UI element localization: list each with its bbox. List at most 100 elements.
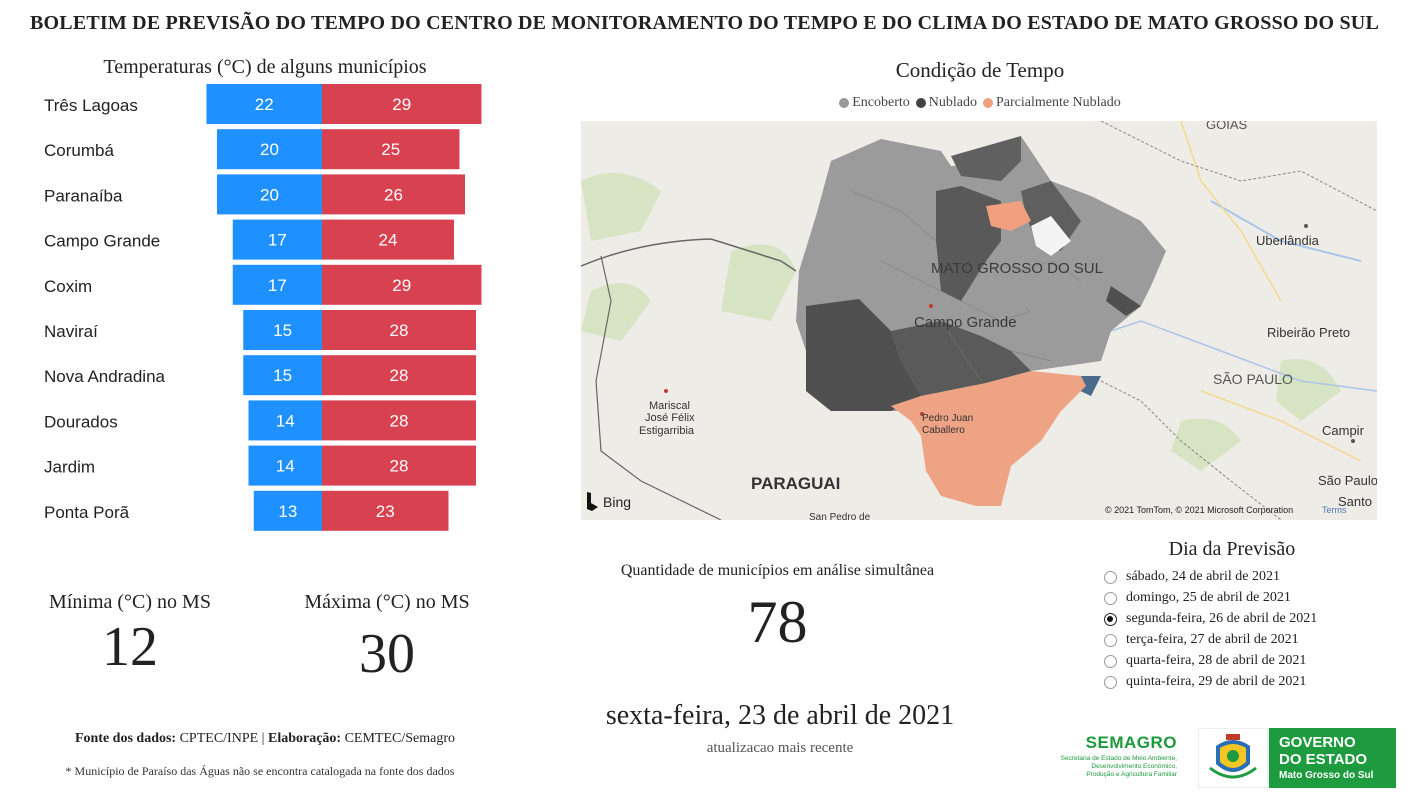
- min-temp-data-label: 17: [268, 276, 287, 295]
- max-temp-data-label: 29: [392, 276, 411, 295]
- max-temp-data-label: 28: [390, 321, 409, 340]
- page-title: BOLETIM DE PREVISÃO DO TEMPO DO CENTRO D…: [30, 12, 1379, 34]
- max-temp-bar[interactable]: [322, 174, 465, 215]
- forecast-day-option[interactable]: domingo, 25 de abril de 2021: [1104, 590, 1291, 606]
- forecast-day-label: terça-feira, 27 de abril de 2021: [1126, 632, 1299, 647]
- max-temp-bar[interactable]: [322, 129, 460, 170]
- max-temp-label: Máxima (°C) no MS: [304, 591, 470, 613]
- semagro-description: Secretaria de Estado de Meio Ambiente, D…: [1037, 755, 1177, 779]
- forecast-day-option[interactable]: sábado, 24 de abril de 2021: [1104, 569, 1280, 585]
- region-nublado: [1106, 286, 1141, 316]
- min-temp-bar[interactable]: [243, 310, 322, 350]
- footnote: * Município de Paraíso das Águas não se …: [65, 764, 455, 778]
- radio-unchecked-icon[interactable]: [1104, 675, 1117, 689]
- map-title: Condição de Tempo: [895, 58, 1065, 82]
- min-temp-bar[interactable]: [253, 490, 322, 531]
- map-border: [1100, 121, 1377, 212]
- radio-unchecked-icon[interactable]: [1104, 654, 1117, 668]
- min-temp-label: Mínima (°C) no MS: [49, 591, 211, 613]
- max-temp-bar[interactable]: [322, 355, 476, 396]
- map-label-san-pedro: San Pedro de: [809, 512, 871, 520]
- radio-unchecked-icon[interactable]: [1104, 570, 1117, 584]
- map-label-uberlandia: Uberlândia: [1256, 233, 1320, 248]
- max-temp-data-label: 25: [381, 140, 400, 159]
- city-marker: [929, 304, 933, 308]
- min-temp-bar[interactable]: [206, 84, 323, 124]
- max-temp-bar[interactable]: [322, 264, 482, 305]
- map-label-sao-paulo-state: SÃO PAULO: [1213, 371, 1293, 387]
- min-temp-value: 12: [102, 616, 158, 678]
- forecast-day-option[interactable]: segunda-feira, 26 de abril de 2021: [1104, 611, 1317, 627]
- max-temp-bar[interactable]: [322, 400, 476, 441]
- gov-line: Mato Grosso do Sul: [1279, 770, 1374, 781]
- min-temp-bar[interactable]: [248, 400, 323, 441]
- category-label: Três Lagoas: [44, 96, 138, 115]
- min-temp-data-label: 20: [260, 140, 279, 159]
- elaboration-label: Elaboração:: [267, 731, 342, 746]
- map-label-santos: Santo: [1338, 494, 1372, 509]
- min-temp-data-label: 17: [268, 231, 287, 250]
- max-temp-data-label: 26: [384, 185, 403, 204]
- max-temp-data-label: 29: [392, 95, 411, 114]
- map-border: [595, 255, 722, 520]
- min-temp-data-label: 15: [273, 321, 292, 340]
- map-label-pedro-juan: Caballero: [922, 425, 965, 436]
- forecast-day-title: Dia da Previsão: [1168, 538, 1296, 560]
- city-marker: [664, 389, 668, 393]
- map-label-paraguai: PARAGUAI: [751, 474, 840, 493]
- map-green-area: [721, 244, 796, 321]
- max-temp-data-label: 28: [390, 366, 409, 385]
- max-temp-bar[interactable]: [322, 490, 449, 531]
- map-green-area: [581, 283, 651, 341]
- quantity-value: 78: [747, 589, 808, 655]
- min-temp-bar[interactable]: [232, 264, 322, 305]
- forecast-day-label: domingo, 25 de abril de 2021: [1126, 590, 1291, 605]
- bing-label: Bing: [603, 494, 631, 510]
- elaboration-value: CEMTEC/Semagro: [344, 731, 456, 746]
- semagro-desc-line: Secretaria de Estado de Meio Ambiente,: [1060, 755, 1177, 762]
- legend-item-encoberto[interactable]: Encoberto: [839, 95, 910, 111]
- max-temp-bar[interactable]: [322, 84, 482, 124]
- min-temp-bar[interactable]: [248, 445, 323, 486]
- radio-checked-icon[interactable]: [1104, 612, 1117, 626]
- region-nublado: [806, 299, 921, 411]
- min-temp-bar[interactable]: [232, 219, 322, 260]
- data-source-value: CPTEC/INPE: [179, 731, 259, 746]
- forecast-day-option[interactable]: terça-feira, 27 de abril de 2021: [1104, 632, 1299, 648]
- map-label-ribeirao: Ribeirão Preto: [1267, 325, 1350, 340]
- forecast-day-label: segunda-feira, 26 de abril de 2021: [1126, 611, 1318, 626]
- map-label-campo-grande: Campo Grande: [914, 314, 1017, 331]
- forecast-day-label: sábado, 24 de abril de 2021: [1126, 569, 1280, 584]
- map-border: [581, 238, 797, 272]
- min-temp-bar[interactable]: [217, 129, 322, 170]
- forecast-day-option[interactable]: quarta-feira, 28 de abril de 2021: [1104, 653, 1306, 669]
- radio-unchecked-icon[interactable]: [1104, 591, 1117, 605]
- government-logo: GOVERNO DO ESTADO Mato Grosso do Sul: [1269, 728, 1396, 788]
- max-temp-bar[interactable]: [322, 445, 476, 486]
- legend-label: Encoberto: [852, 95, 910, 110]
- semagro-name: SEMAGRO: [1085, 733, 1177, 752]
- radio-unchecked-icon[interactable]: [1104, 633, 1117, 647]
- legend-item-nublado[interactable]: Nublado: [915, 95, 977, 111]
- map-label-campinas: Campir: [1322, 423, 1365, 438]
- category-label: Jardim: [44, 458, 95, 477]
- max-temp-bar[interactable]: [322, 219, 454, 260]
- legend-label: Parcialmente Nublado: [995, 95, 1121, 110]
- max-temp-bar[interactable]: [322, 310, 476, 350]
- map-border: [1100, 380, 1282, 520]
- weather-map[interactable]: MATO GROSSO DO SUL Campo Grande GOIÁS Ub…: [581, 121, 1377, 520]
- map-canvas: MATO GROSSO DO SUL Campo Grande GOIÁS Ub…: [581, 121, 1377, 520]
- data-source: Fonte dos dados: CPTEC/INPE | Elaboração…: [40, 731, 490, 747]
- min-temp-data-label: 20: [260, 185, 279, 204]
- category-label: Coxim: [44, 277, 92, 296]
- legend-item-parcialmente-nublado[interactable]: Parcialmente Nublado: [982, 95, 1121, 111]
- update-caption: atualizacao mais recente: [706, 740, 854, 756]
- map-terms-link[interactable]: Terms: [1322, 505, 1347, 515]
- map-boundary: [940, 320, 1052, 382]
- max-temp-value: 30: [359, 623, 415, 685]
- map-road: [1200, 390, 1362, 462]
- forecast-day-option[interactable]: quinta-feira, 29 de abril de 2021: [1104, 674, 1306, 690]
- min-temp-bar[interactable]: [243, 355, 322, 396]
- max-temp-data-label: 28: [390, 411, 409, 430]
- min-temp-bar[interactable]: [217, 174, 322, 215]
